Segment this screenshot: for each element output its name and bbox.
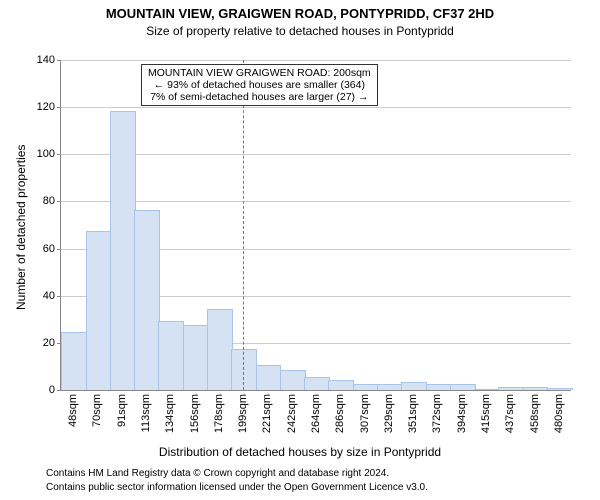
x-tick-label: 286sqm <box>334 390 346 433</box>
x-tick-label: 480sqm <box>553 390 565 433</box>
y-tick-label: 100 <box>37 148 61 160</box>
histogram-bar <box>401 382 427 390</box>
y-tick-label: 20 <box>43 337 61 349</box>
histogram-bar <box>110 111 136 390</box>
x-tick-label: 134sqm <box>164 390 176 433</box>
x-tick-label: 178sqm <box>213 390 225 433</box>
x-tick-label: 372sqm <box>431 390 443 433</box>
gridline <box>61 60 571 61</box>
x-tick-label: 264sqm <box>310 390 322 433</box>
histogram-bar <box>256 365 282 390</box>
attribution-line-1: Contains HM Land Registry data © Crown c… <box>46 468 389 479</box>
gridline <box>61 107 571 108</box>
annotation-line: MOUNTAIN VIEW GRAIGWEN ROAD: 200sqm <box>148 67 371 79</box>
reference-line <box>243 60 244 390</box>
gridline <box>61 154 571 155</box>
histogram-bar <box>86 231 112 390</box>
histogram-bar <box>304 377 330 390</box>
x-tick-label: 307sqm <box>359 390 371 433</box>
x-tick-label: 415sqm <box>480 390 492 433</box>
annotation-line: ← 93% of detached houses are smaller (36… <box>148 79 371 91</box>
annotation-line: 7% of semi-detached houses are larger (2… <box>148 91 371 103</box>
x-tick-label: 394sqm <box>456 390 468 433</box>
y-tick-label: 0 <box>49 384 61 396</box>
x-tick-label: 48sqm <box>67 390 79 427</box>
y-axis-label: Number of detached properties <box>14 145 28 310</box>
gridline <box>61 201 571 202</box>
histogram-bar <box>134 210 160 390</box>
x-tick-label: 113sqm <box>140 390 152 432</box>
x-tick-label: 351sqm <box>407 390 419 433</box>
histogram-bar <box>207 309 233 390</box>
chart-subtitle: Size of property relative to detached ho… <box>0 24 600 38</box>
y-tick-label: 80 <box>43 195 61 207</box>
y-tick-label: 40 <box>43 290 61 302</box>
chart-title: MOUNTAIN VIEW, GRAIGWEN ROAD, PONTYPRIDD… <box>0 6 600 21</box>
x-tick-label: 156sqm <box>189 390 201 433</box>
x-tick-label: 458sqm <box>529 390 541 433</box>
annotation-box: MOUNTAIN VIEW GRAIGWEN ROAD: 200sqm← 93%… <box>141 64 378 106</box>
histogram-bar <box>61 332 87 390</box>
chart-container: MOUNTAIN VIEW, GRAIGWEN ROAD, PONTYPRIDD… <box>0 0 600 500</box>
x-tick-label: 221sqm <box>261 390 273 433</box>
x-axis-label: Distribution of detached houses by size … <box>0 445 600 459</box>
x-tick-label: 199sqm <box>237 390 249 433</box>
y-tick-label: 120 <box>37 101 61 113</box>
attribution-line-2: Contains public sector information licen… <box>46 482 428 493</box>
histogram-bar <box>158 321 184 390</box>
y-tick-label: 140 <box>37 54 61 66</box>
y-tick-label: 60 <box>43 243 61 255</box>
histogram-bar <box>280 370 306 390</box>
x-tick-label: 242sqm <box>286 390 298 433</box>
x-tick-label: 437sqm <box>504 390 516 433</box>
plot-area: 02040608010012014048sqm70sqm91sqm113sqm1… <box>60 60 571 391</box>
histogram-bar <box>183 325 209 390</box>
histogram-bar <box>328 380 354 390</box>
x-tick-label: 329sqm <box>383 390 395 433</box>
x-tick-label: 70sqm <box>91 390 103 427</box>
x-tick-label: 91sqm <box>116 390 128 427</box>
